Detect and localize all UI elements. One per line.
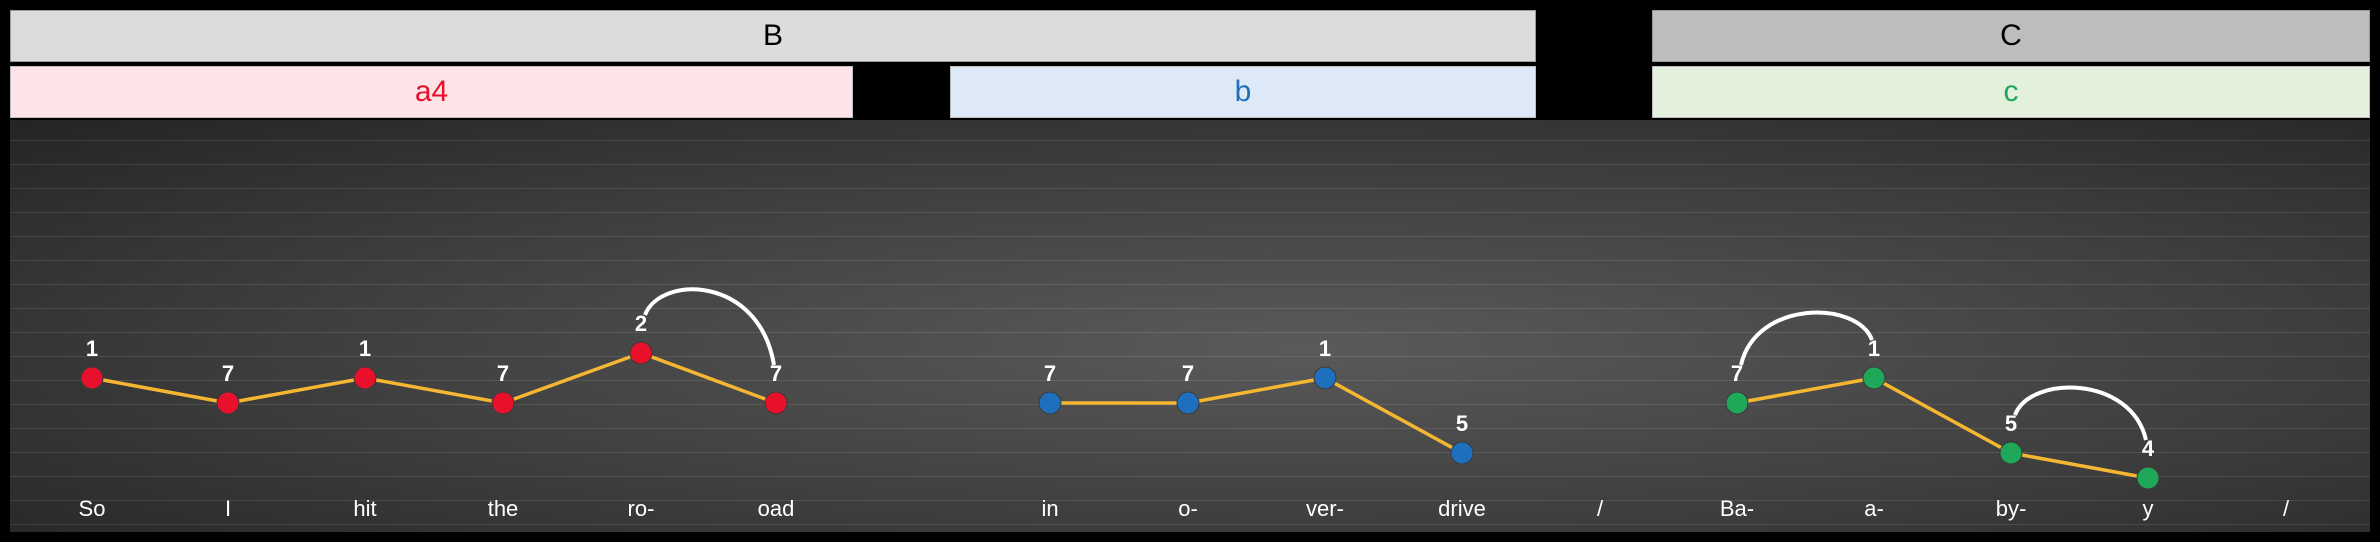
syllable: the	[487, 496, 519, 521]
section-label-text: C	[2000, 19, 2022, 52]
syllable: ro-	[627, 496, 655, 521]
note-point	[1450, 441, 1474, 465]
note-point	[1725, 391, 1749, 415]
slur-mark	[643, 287, 776, 366]
note-point	[2136, 466, 2160, 490]
gridline	[10, 284, 2370, 285]
section-label-b: B	[10, 10, 1536, 62]
syllable: oad	[757, 496, 795, 521]
melody-line-a4	[91, 351, 777, 405]
syllable: by-	[1995, 496, 2027, 521]
degree-label: 1	[359, 336, 371, 361]
section-label-c: C	[1652, 10, 2370, 62]
degree-label: 7	[497, 361, 509, 386]
note-point	[1862, 366, 1886, 390]
phrase-label-a4: a4	[10, 66, 853, 118]
gridline	[10, 500, 2370, 501]
syllable: a-	[1864, 496, 1884, 521]
gridline	[10, 212, 2370, 213]
gridline	[10, 524, 2370, 525]
note-point	[1038, 391, 1062, 415]
degree-label: 7	[1182, 361, 1194, 386]
degree-label: 7	[1044, 361, 1056, 386]
phrase-label-text: b	[1234, 75, 1252, 108]
degree-label: 7	[1731, 361, 1743, 386]
degree-label: 5	[1456, 411, 1468, 436]
syllable: Ba-	[1719, 496, 1755, 521]
gridline	[10, 332, 2370, 333]
degree-label: 7	[222, 361, 234, 386]
degree-label: 1	[86, 336, 98, 361]
section-label-text: B	[762, 19, 783, 52]
note-point	[1176, 391, 1200, 415]
slur-mark	[1739, 310, 1874, 366]
gridline	[10, 236, 2370, 237]
degree-label: 1	[1319, 336, 1331, 361]
note-point	[1999, 441, 2023, 465]
note-point	[353, 366, 377, 390]
gridline	[10, 452, 2370, 453]
degree-label: 7	[770, 361, 782, 386]
gridline	[10, 476, 2370, 477]
gridline	[10, 260, 2370, 261]
syllable: So	[78, 496, 106, 521]
syllable: /	[1596, 496, 1604, 521]
degree-label: 1	[1868, 336, 1880, 361]
slur-mark	[2013, 385, 2148, 441]
note-point	[80, 366, 104, 390]
phrase-label-text: c	[2003, 75, 2019, 108]
note-point	[216, 391, 240, 415]
syllable: I	[224, 496, 232, 521]
syllable: hit	[353, 496, 377, 521]
degree-label: 2	[635, 311, 647, 336]
degree-label: 4	[2142, 436, 2155, 461]
phrase-label-b: b	[950, 66, 1536, 118]
plot-background	[10, 120, 2370, 532]
gridline	[10, 164, 2370, 165]
gridline	[10, 308, 2370, 309]
melody-line-c	[1736, 376, 2149, 480]
note-point	[764, 391, 788, 415]
syllable: in	[1041, 496, 1059, 521]
degree-label: 5	[2005, 411, 2017, 436]
gridline	[10, 188, 2370, 189]
note-point	[491, 391, 515, 415]
syllable: o-	[1178, 496, 1198, 521]
syllable: /	[2282, 496, 2290, 521]
melody-line-b	[1050, 376, 1463, 455]
gridline	[10, 140, 2370, 141]
note-point	[629, 341, 653, 365]
syllable: drive	[1438, 496, 1486, 521]
gridline	[10, 428, 2370, 429]
gridline	[10, 380, 2370, 381]
syllable: y	[2142, 496, 2154, 521]
syllable: ver-	[1306, 496, 1344, 521]
gridline	[10, 356, 2370, 357]
note-point	[1313, 366, 1337, 390]
phrase-label-text: a4	[414, 75, 449, 108]
phrase-label-c: c	[1652, 66, 2370, 118]
